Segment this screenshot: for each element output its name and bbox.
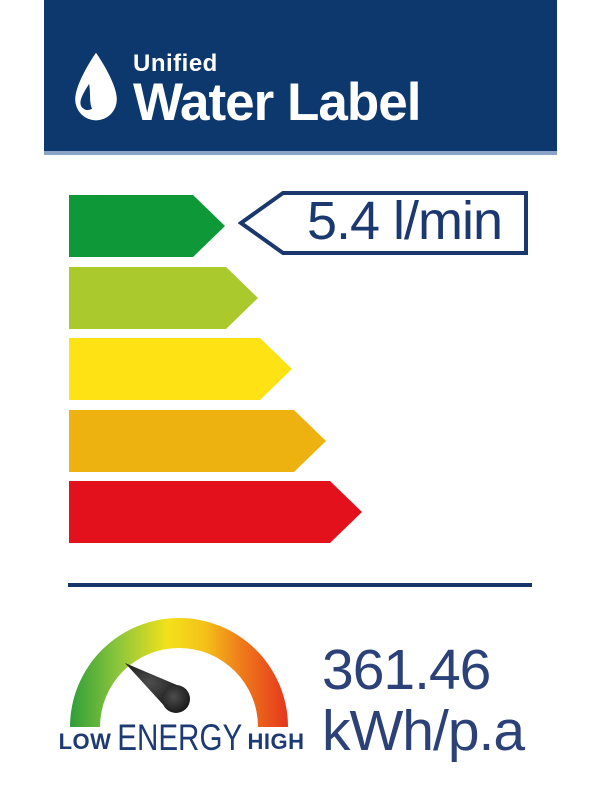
- rating-bar-rating-2: [69, 267, 258, 329]
- energy-gauge-icon: [70, 618, 288, 727]
- rating-bar-rating-5-worst: [69, 481, 362, 543]
- energy-unit: kWh/p.a: [322, 699, 525, 763]
- brand-name-small: Unified: [133, 50, 218, 77]
- water-drop-icon: [75, 52, 117, 121]
- divider-line: [68, 583, 532, 587]
- flow-rate-pointer: 5.4 l/min: [238, 190, 530, 256]
- rating-scale: [0, 0, 600, 560]
- brand-name-large: Water Label: [133, 73, 421, 132]
- rating-bar-rating-1-best: [69, 195, 225, 257]
- flow-rate-value: 5.4 l/min: [306, 191, 503, 251]
- pointer-outline: [238, 191, 528, 255]
- header-banner: Unified Water Label: [44, 0, 557, 155]
- brand-text: Unified Water Label: [133, 50, 421, 132]
- rating-bar-rating-3: [69, 338, 292, 400]
- gauge-high-label: HIGH: [247, 729, 305, 754]
- gauge-energy-label: ENERGY: [117, 717, 243, 758]
- energy-consumption-value: 361.46 kWh/p.a: [322, 638, 525, 763]
- rating-bar-rating-4: [69, 410, 326, 472]
- gauge-low-label: LOW: [58, 729, 112, 754]
- energy-number: 361.46: [322, 638, 491, 702]
